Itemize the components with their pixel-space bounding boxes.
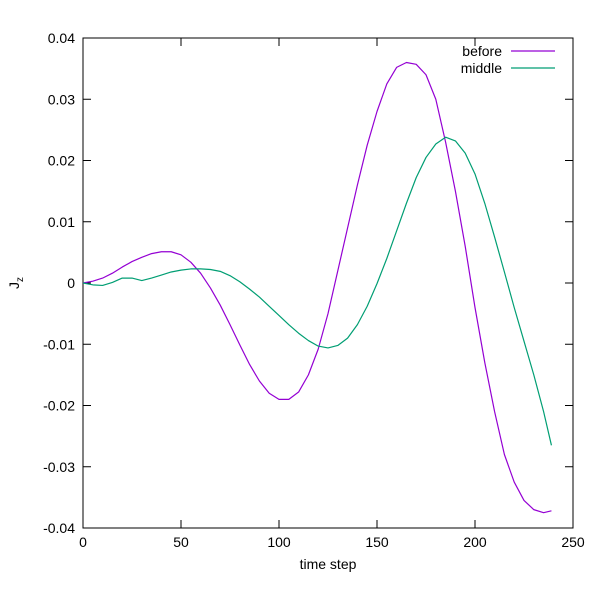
y-tick-label: 0.02 <box>48 153 75 169</box>
y-tick-label: 0 <box>67 275 75 291</box>
x-tick-label: 200 <box>463 534 487 550</box>
y-tick-label: -0.03 <box>43 459 75 475</box>
x-axis-label: time step <box>300 556 357 572</box>
x-tick-label: 250 <box>561 534 585 550</box>
series-line-middle <box>82 136 553 446</box>
svg-text:Jz: Jz <box>6 277 26 289</box>
series-layer <box>82 61 553 514</box>
plot-frame <box>82 37 574 529</box>
y-axis-label: Jz <box>6 277 26 289</box>
y-axis-label-main: J <box>6 282 22 289</box>
y-axis: -0.04 -0.03 -0.02 -0.01 0 0.01 0.02 0.03 0.04 <box>43 30 573 536</box>
x-tick-label: 100 <box>267 534 291 550</box>
y-axis-label-subscript: z <box>15 277 26 282</box>
x-tick-label: 150 <box>365 534 389 550</box>
y-tick-label: 0.01 <box>48 214 75 230</box>
y-tick-label: 0.03 <box>48 91 75 107</box>
y-tick-label: -0.01 <box>43 336 75 352</box>
y-tick-label: -0.04 <box>43 520 75 536</box>
legend-label-middle: middle <box>461 60 502 76</box>
y-tick-label: 0.04 <box>48 30 75 46</box>
x-axis: 0 50 100 150 200 250 <box>79 38 585 550</box>
y-tick-label: -0.02 <box>43 398 75 414</box>
series-line-before <box>82 61 552 514</box>
legend-label-before: before <box>462 43 502 59</box>
x-tick-label: 0 <box>79 534 87 550</box>
x-tick-label: 50 <box>173 534 189 550</box>
